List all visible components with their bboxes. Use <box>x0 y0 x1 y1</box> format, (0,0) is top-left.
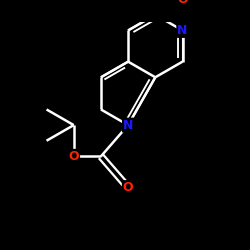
Text: O: O <box>123 181 134 194</box>
Text: O: O <box>68 150 79 163</box>
Text: O: O <box>177 0 188 6</box>
Text: N: N <box>177 24 188 37</box>
Text: N: N <box>123 118 133 132</box>
